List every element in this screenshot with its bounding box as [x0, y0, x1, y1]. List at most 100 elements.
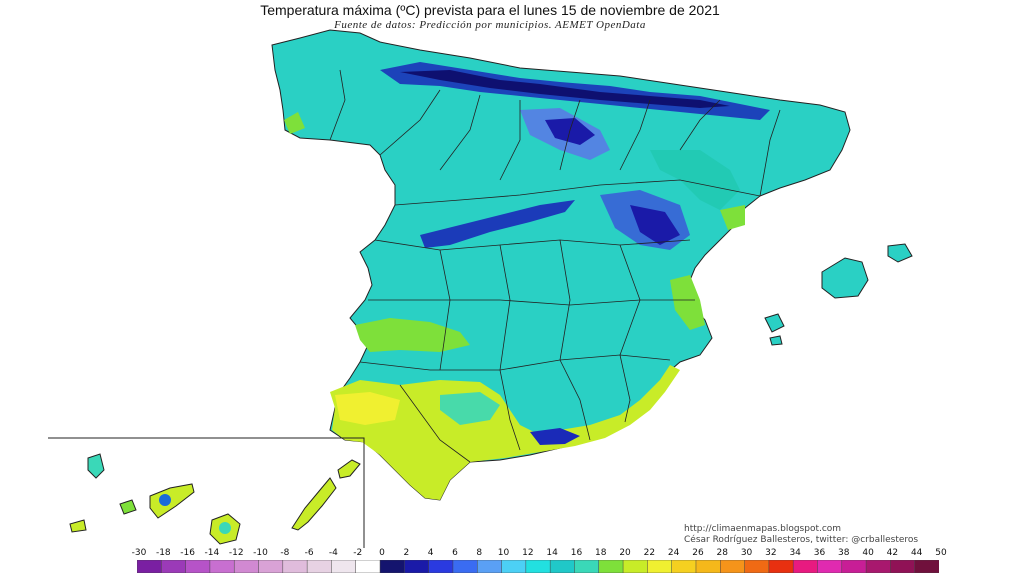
- legend-label: -10: [253, 548, 268, 558]
- legend-label: 44: [910, 548, 923, 558]
- legend-swatch: [695, 560, 722, 573]
- legend-label: 20: [619, 548, 631, 558]
- eastern-cold-core: [630, 205, 680, 245]
- formentera-island: [769, 335, 783, 346]
- legend-swatch: [282, 560, 308, 573]
- legend-label: 30: [740, 548, 753, 558]
- legend-label: 16: [570, 548, 583, 558]
- valencia-coast-warm: [670, 275, 705, 330]
- legend-label: -8: [280, 548, 290, 558]
- legend-swatch: [598, 560, 624, 573]
- province-boundaries: [329, 69, 781, 463]
- legend-swatch: [525, 560, 551, 573]
- mallorca-island: [821, 257, 869, 299]
- legend-label: 6: [452, 548, 458, 558]
- legend-label: 42: [886, 548, 899, 558]
- legend-swatch: [452, 560, 478, 573]
- legend-swatch: [258, 560, 284, 573]
- extremadura-warm: [355, 318, 470, 352]
- legend-swatch: [331, 560, 357, 573]
- legend-label: 8: [476, 548, 483, 558]
- sierra-nevada-cold: [530, 428, 580, 445]
- legend-label: 50: [935, 548, 947, 558]
- map-title: Temperatura máxima (ºC) prevista para el…: [260, 2, 720, 18]
- legend-label: 34: [789, 548, 801, 558]
- castellon-coast-warm: [720, 205, 745, 230]
- legend-swatch: [428, 560, 454, 573]
- legend-label: 2: [403, 548, 410, 558]
- legend-swatch: [306, 560, 333, 573]
- teide-cold-spot: [159, 494, 171, 506]
- legend-swatch: [744, 560, 770, 573]
- legend-swatch: [817, 560, 843, 573]
- temperature-map: [48, 29, 913, 548]
- legend-swatch: [379, 560, 406, 573]
- legend-label: -12: [228, 548, 244, 558]
- legend-label: 14: [546, 548, 558, 558]
- legend-label: -30: [131, 548, 147, 558]
- legend-label: 0: [379, 548, 385, 558]
- legend-swatch: [647, 560, 673, 573]
- el-hierro-island: [69, 519, 87, 533]
- legend-label: 38: [838, 548, 850, 558]
- gran-canaria-cool-center: [219, 522, 231, 534]
- legend-swatch: [890, 560, 916, 573]
- legend-swatch: [137, 560, 163, 573]
- legend-label: -4: [328, 548, 338, 558]
- canarias-inset-frame: [48, 437, 365, 548]
- data-source-subtitle: Fuente de datos: Predicción por municipi…: [334, 19, 646, 31]
- legend-swatch: [549, 560, 576, 573]
- huelva-coast-warm: [335, 392, 400, 425]
- legend-swatch: [720, 560, 746, 573]
- legend-swatch: [355, 560, 381, 573]
- legend-swatch: [476, 560, 503, 573]
- galicia-coast-warm: [284, 112, 305, 134]
- cantabrian-cold-core: [400, 70, 730, 108]
- legend-swatch: [914, 560, 939, 573]
- la-gomera-island: [119, 499, 137, 515]
- site-credit: http://climaenmapas.blogspot.com: [684, 524, 842, 534]
- legend-label: -14: [204, 548, 220, 558]
- legend-label: 10: [497, 548, 510, 558]
- legend-label: -6: [304, 548, 314, 558]
- author-credit: César Rodríguez Ballesteros, twitter: @c…: [684, 535, 919, 545]
- legend-label: 36: [813, 548, 826, 558]
- legend-swatch: [574, 560, 600, 573]
- legend-labels: -30 -18 -16 -14 -12 -10 -8 -6 -4 -2 0 2 4 6 8 10 12 14 16 1…: [0, 548, 1024, 560]
- legend-swatch: [622, 560, 649, 573]
- legend-swatch: [233, 560, 260, 573]
- legend-swatch: [865, 560, 892, 573]
- legend-swatch: [404, 560, 430, 573]
- fuerteventura-island: [291, 477, 337, 531]
- legend-label: 28: [716, 548, 728, 558]
- legend-label: 26: [692, 548, 704, 558]
- legend-label: 4: [427, 548, 434, 558]
- legend-label: -2: [353, 548, 363, 558]
- menorca-island: [887, 243, 913, 263]
- legend-swatch: [161, 560, 187, 573]
- central-system-cold: [420, 200, 575, 248]
- legend-swatch: [501, 560, 527, 573]
- andalusia-warm: [330, 365, 680, 500]
- legend-swatch: [768, 560, 794, 573]
- guadalquivir-interior: [440, 392, 500, 425]
- legend-label: 18: [595, 548, 607, 558]
- legend-swatch: [185, 560, 211, 573]
- legend-swatch: [792, 560, 819, 573]
- legend-label: 40: [862, 548, 874, 558]
- ibiza-island: [764, 313, 785, 333]
- legend-label: -16: [180, 548, 195, 558]
- legend-label: 22: [643, 548, 656, 558]
- legend-swatch: [841, 560, 867, 573]
- legend-label: 32: [765, 548, 777, 558]
- legend-label: 12: [522, 548, 534, 558]
- tenerife-island: [149, 483, 195, 519]
- color-scale-bar: [137, 560, 939, 573]
- la-palma-island: [87, 453, 105, 479]
- legend-swatch: [671, 560, 697, 573]
- legend-label: -18: [155, 548, 171, 558]
- legend-swatch: [209, 560, 235, 573]
- ebro-valley-warm: [650, 150, 740, 210]
- legend-label: 24: [667, 548, 680, 558]
- lanzarote-island: [337, 459, 361, 479]
